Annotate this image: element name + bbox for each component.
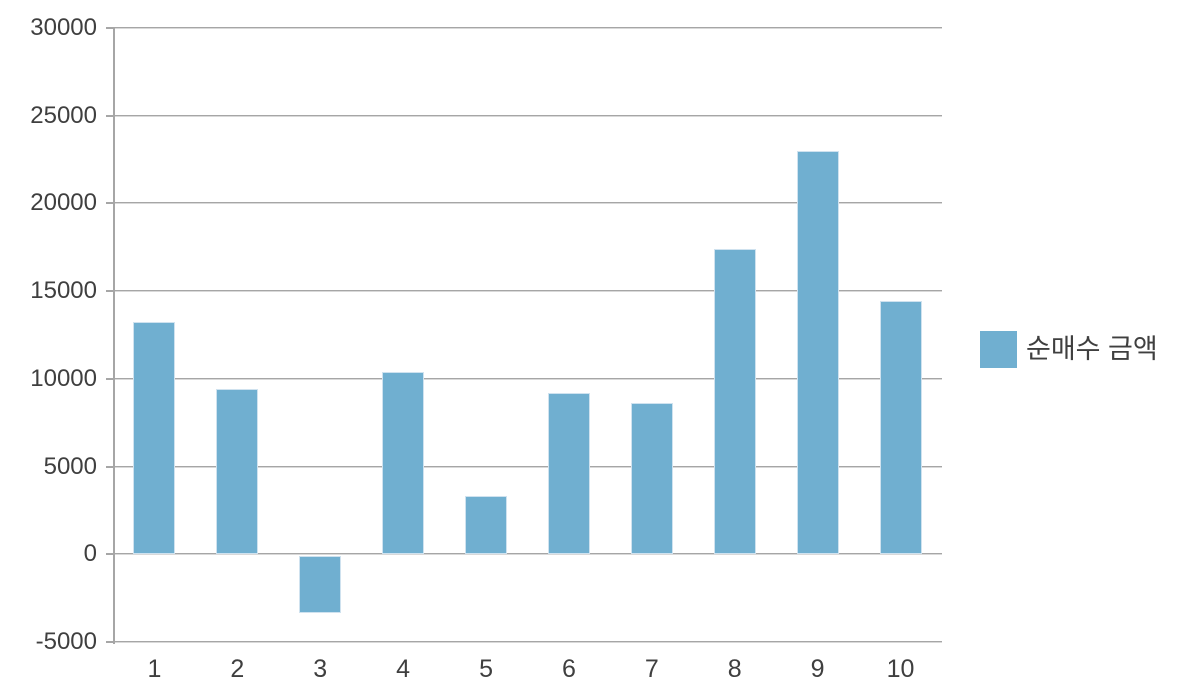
gridline xyxy=(113,553,942,556)
y-axis-tick xyxy=(106,202,113,205)
bar-category-8 xyxy=(713,249,756,555)
bar-category-9 xyxy=(796,150,839,555)
x-axis-tick-label: 1 xyxy=(147,655,162,683)
y-axis-tick-label: -5000 xyxy=(35,628,97,655)
y-axis-tick xyxy=(106,377,113,380)
bar-category-7 xyxy=(630,403,673,555)
y-axis-tick xyxy=(106,114,113,117)
gridline xyxy=(113,465,942,468)
x-axis-tick-label: 6 xyxy=(561,655,576,683)
y-axis-tick xyxy=(106,27,113,29)
legend: 순매수 금액 xyxy=(980,331,1158,368)
y-axis-tick-label: 10000 xyxy=(30,364,97,392)
x-axis-tick-label: 4 xyxy=(396,655,411,683)
x-axis-tick-label: 3 xyxy=(313,655,328,683)
legend-swatch xyxy=(980,331,1017,368)
bar-category-6 xyxy=(547,392,590,555)
y-axis-tick-label: 25000 xyxy=(30,101,97,129)
x-axis-tick-label: 5 xyxy=(479,655,493,683)
y-axis-tick-label: 15000 xyxy=(30,277,97,305)
gridline xyxy=(113,377,942,380)
y-axis-tick xyxy=(106,641,113,643)
x-axis-tick-label: 7 xyxy=(644,655,659,683)
bar-category-5 xyxy=(465,496,508,555)
y-axis-tick-label: 0 xyxy=(83,540,97,568)
gridline xyxy=(113,641,942,643)
gridline xyxy=(113,290,942,293)
bar-category-4 xyxy=(382,371,425,555)
bar-category-3 xyxy=(299,556,342,614)
bar-category-2 xyxy=(216,388,259,555)
x-axis-tick-label: 10 xyxy=(886,655,915,683)
gridline xyxy=(113,202,942,205)
gridline xyxy=(113,27,942,29)
bar-category-10 xyxy=(879,300,922,555)
y-axis-tick xyxy=(106,465,113,468)
y-axis-tick-label: 30000 xyxy=(30,14,97,41)
y-axis-tick-label: 5000 xyxy=(43,452,97,480)
y-axis-tick xyxy=(106,553,113,556)
gridline xyxy=(113,114,942,117)
x-axis-tick-label: 2 xyxy=(230,655,245,683)
y-axis-tick xyxy=(106,290,113,293)
legend-label: 순매수 금액 xyxy=(1026,334,1158,364)
x-axis-tick-label: 8 xyxy=(727,655,742,683)
y-axis-line xyxy=(113,28,115,644)
y-axis-tick-label: 20000 xyxy=(30,189,97,217)
bar-category-1 xyxy=(133,321,176,555)
x-axis-tick-label: 9 xyxy=(810,655,825,683)
